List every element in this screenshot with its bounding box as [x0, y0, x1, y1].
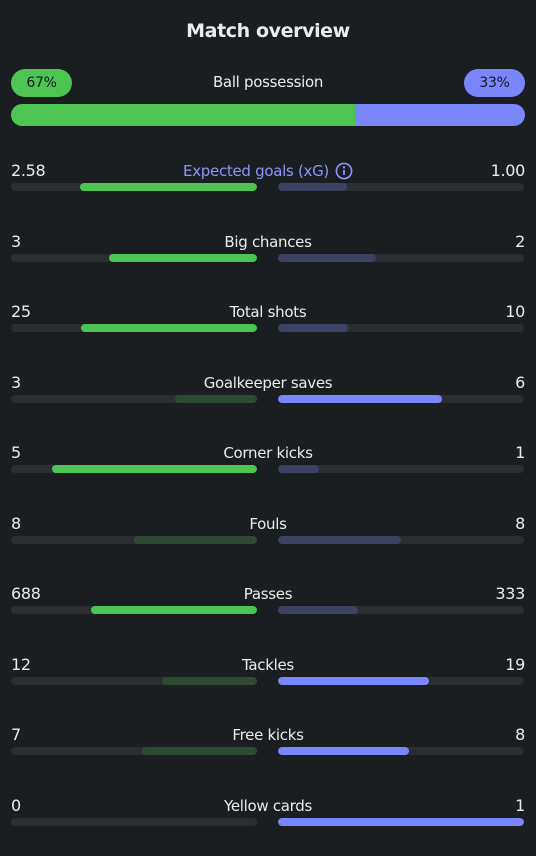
away-bar — [278, 747, 524, 755]
away-bar-fill — [278, 324, 349, 332]
possession-bar — [11, 104, 525, 126]
home-bar — [11, 536, 257, 544]
stat-label: Goalkeeper saves — [203, 374, 333, 392]
stat-label: Corner kicks — [223, 444, 313, 462]
away-value: 8 — [515, 514, 525, 533]
away-bar — [278, 395, 524, 403]
home-bar-fill — [161, 677, 257, 685]
stat-label: Fouls — [249, 515, 287, 533]
stat-label: Big chances — [224, 233, 312, 251]
away-value: 6 — [515, 373, 525, 392]
away-possession-badge: 33% — [464, 69, 525, 97]
away-value: 8 — [515, 725, 525, 744]
away-bar-fill — [278, 465, 320, 473]
away-bar — [278, 606, 524, 614]
stat-label: Total shots — [229, 303, 307, 321]
home-value: 12 — [11, 655, 31, 674]
page-title: Match overview — [186, 20, 350, 42]
home-bar-fill — [142, 747, 257, 755]
home-value: 8 — [11, 514, 21, 533]
home-bar-fill — [79, 183, 257, 191]
home-bar — [11, 395, 257, 403]
stat-row: 8 Fouls 8 — [0, 513, 536, 561]
home-bar — [11, 747, 257, 755]
stat-label: Free kicks — [232, 726, 304, 744]
away-bar — [278, 254, 524, 262]
away-bar-fill — [278, 395, 443, 403]
away-bar — [278, 818, 524, 826]
home-bar — [11, 818, 257, 826]
away-value: 10 — [505, 302, 525, 321]
away-bar — [278, 536, 524, 544]
away-value: 19 — [505, 655, 525, 674]
home-bar — [11, 254, 257, 262]
home-bar — [11, 677, 257, 685]
possession-bar-away — [355, 104, 525, 126]
possession-bar-home — [11, 104, 356, 126]
away-bar-fill — [278, 677, 429, 685]
home-value: 3 — [11, 232, 21, 251]
stat-row: 3 Big chances 2 — [0, 231, 536, 279]
home-bar-fill — [109, 254, 257, 262]
away-bar-fill — [278, 183, 347, 191]
away-bar-fill — [278, 606, 359, 614]
info-icon[interactable] — [335, 162, 353, 180]
stat-row: 2.58 Expected goals (xG) 1.00 — [0, 160, 536, 208]
home-bar-fill — [81, 324, 257, 332]
away-value: 1 — [515, 443, 525, 462]
home-value: 2.58 — [11, 161, 46, 180]
away-value: 2 — [515, 232, 525, 251]
home-value: 3 — [11, 373, 21, 392]
home-value: 25 — [11, 302, 31, 321]
away-bar — [278, 324, 524, 332]
home-bar — [11, 606, 257, 614]
away-value: 1 — [515, 796, 525, 815]
home-bar-fill — [52, 465, 257, 473]
stat-row: 688 Passes 333 — [0, 583, 536, 631]
home-bar — [11, 465, 257, 473]
away-value: 1.00 — [490, 161, 526, 180]
away-value: 333 — [495, 584, 525, 603]
stat-row: 7 Free kicks 8 — [0, 724, 536, 772]
home-bar — [11, 324, 257, 332]
home-value: 5 — [11, 443, 21, 462]
stat-label: Yellow cards — [223, 797, 313, 815]
away-bar-fill — [278, 254, 377, 262]
stat-label: Expected goals (xG) — [0, 160, 536, 182]
away-bar — [278, 465, 524, 473]
stat-row: 0 Yellow cards 1 — [0, 795, 536, 843]
home-value: 7 — [11, 725, 21, 744]
home-bar-fill — [134, 536, 257, 544]
home-value: 0 — [11, 796, 21, 815]
away-bar — [278, 183, 524, 191]
stat-row: 3 Goalkeeper saves 6 — [0, 372, 536, 420]
home-bar-fill — [91, 606, 257, 614]
away-bar — [278, 677, 524, 685]
stat-label: Passes — [243, 585, 293, 603]
stat-row: 5 Corner kicks 1 — [0, 442, 536, 490]
stat-row: 12 Tackles 19 — [0, 654, 536, 702]
away-bar-fill — [278, 747, 410, 755]
stat-label: Tackles — [242, 656, 294, 674]
home-possession-badge: 67% — [11, 69, 72, 97]
away-bar-fill — [278, 536, 401, 544]
home-value: 688 — [11, 584, 41, 603]
stat-row: 25 Total shots 10 — [0, 301, 536, 349]
home-bar-fill — [175, 395, 257, 403]
home-bar — [11, 183, 257, 191]
away-bar-fill — [278, 818, 524, 826]
possession-label: Ball possession — [212, 73, 324, 91]
